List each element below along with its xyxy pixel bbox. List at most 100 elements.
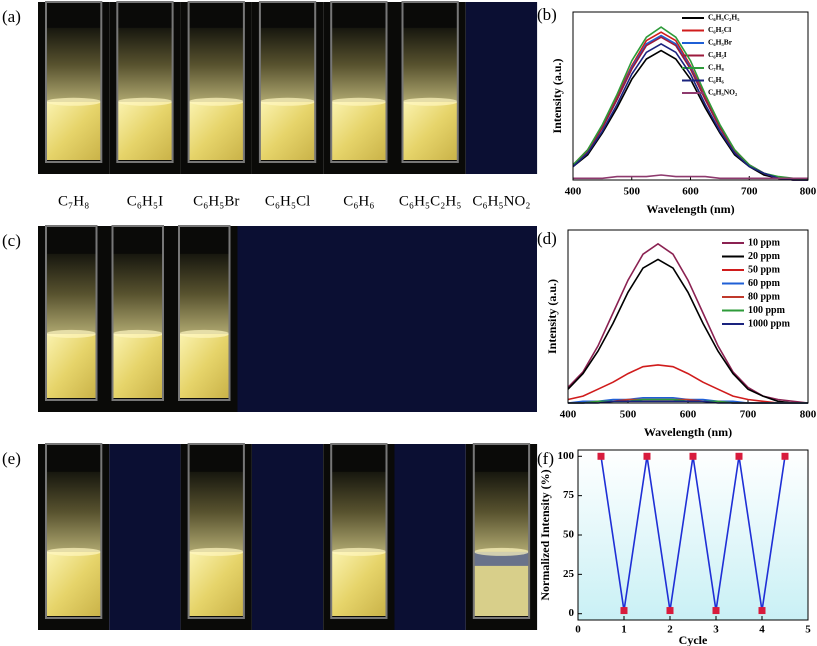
vial-glow — [179, 253, 230, 334]
vial-powder — [112, 333, 163, 398]
panel-label: (d) — [537, 229, 557, 248]
series-line — [567, 258, 808, 404]
vial-powder — [188, 101, 244, 160]
panel-label: (c) — [2, 231, 21, 250]
x-tick-label: 500 — [620, 409, 637, 421]
vial-powder — [179, 333, 230, 398]
vial-meniscus — [46, 97, 102, 106]
panel-label: (a) — [2, 7, 21, 26]
vial-glow — [188, 27, 244, 102]
vial-glass — [116, 1, 174, 163]
legend-label: C₆H₆ — [708, 75, 724, 84]
panel-label: (e) — [2, 449, 21, 468]
vial-meniscus — [188, 97, 244, 106]
plot-frame — [577, 449, 809, 621]
x-tick-label: 700 — [741, 186, 758, 198]
x-axis-title: Wavelength (nm) — [644, 425, 732, 439]
legend-label: C₆H₅NO₂ — [708, 88, 738, 97]
vial-glow — [259, 27, 316, 102]
series-line — [572, 42, 808, 181]
point-marker — [712, 607, 720, 615]
vial-glass — [45, 1, 103, 163]
vial-glass — [45, 225, 98, 401]
point-marker — [666, 607, 674, 615]
photo-slot — [465, 2, 538, 174]
x-tick-label: 3 — [713, 624, 719, 636]
vial-glow — [402, 27, 458, 102]
vial-powder — [402, 101, 458, 160]
vial-meniscus — [402, 97, 458, 106]
legend-label: 50 ppm — [748, 264, 781, 275]
point-marker — [781, 452, 789, 460]
point-marker — [758, 607, 766, 615]
y-axis-title: Normalized Intensity (%) — [538, 469, 552, 600]
vial-meniscus — [259, 97, 316, 106]
vial-powder — [188, 551, 244, 616]
vial-meniscus — [188, 547, 244, 556]
point-marker — [689, 452, 697, 460]
vial-glass — [187, 443, 245, 619]
vial-glow — [112, 253, 163, 334]
photo-caption: C₆H₅Cl — [265, 193, 310, 209]
vial-glass — [472, 443, 531, 619]
legend-label: 80 ppm — [748, 291, 781, 302]
x-tick-label: 2 — [667, 624, 673, 636]
x-tick-label: 800 — [800, 186, 817, 198]
vial-glow — [331, 27, 387, 102]
y-tick-label: 25 — [563, 568, 575, 580]
photo-caption: C₆H₅C₂H₅ — [399, 193, 462, 209]
x-tick-label: 700 — [740, 409, 757, 421]
legend-label: 100 ppm — [748, 305, 786, 316]
vial-powder — [46, 551, 102, 616]
y-tick-label: 100 — [558, 450, 575, 462]
x-axis-title: Wavelength (nm) — [646, 202, 734, 216]
vial-powder — [46, 101, 102, 160]
vial-meniscus — [46, 547, 102, 556]
vial-meniscus — [331, 97, 387, 106]
x-tick-label: 1 — [621, 624, 627, 636]
y-tick-label: 75 — [563, 489, 575, 501]
vial-glass — [258, 1, 317, 163]
vial-meniscus — [473, 547, 530, 556]
legend-label: 10 ppm — [748, 237, 781, 248]
vial-meniscus — [46, 329, 97, 338]
vial-tint — [473, 551, 530, 566]
legend-label: 20 ppm — [748, 251, 781, 262]
vial-powder — [117, 101, 173, 160]
y-axis-title: Intensity (a.u.) — [545, 279, 559, 354]
legend-label: 60 ppm — [748, 278, 781, 289]
vial-powder — [331, 551, 387, 616]
photo-caption: C₆H₆ — [343, 193, 374, 209]
plot-area — [573, 12, 808, 180]
vial-glow — [331, 471, 387, 552]
vial-powder — [331, 101, 387, 160]
x-tick-label: 800 — [800, 409, 817, 421]
y-tick-label: 50 — [563, 529, 575, 541]
plot-area — [578, 450, 808, 620]
vial-powder — [259, 101, 316, 160]
point-marker — [597, 452, 605, 460]
point-marker — [643, 452, 651, 460]
vial-glow — [46, 27, 102, 102]
legend-label: C₆H₅I — [708, 50, 727, 59]
vial-glass — [330, 1, 388, 163]
x-tick-label: 600 — [680, 409, 697, 421]
vial-glass — [111, 225, 164, 401]
series-line — [572, 49, 808, 181]
x-tick-label: 400 — [560, 409, 577, 421]
vial-meniscus — [117, 97, 173, 106]
vial-glass — [178, 225, 231, 401]
vial-glow — [473, 471, 530, 552]
legend-label: C₆H₅C₂H₅ — [708, 13, 740, 22]
photo-slot — [109, 444, 181, 630]
photo-caption: C₆H₅I — [127, 193, 163, 209]
x-tick-label: 500 — [624, 186, 641, 198]
photo-caption: C₆H₅NO₂ — [472, 193, 530, 209]
vial-glass — [187, 1, 245, 163]
point-marker — [620, 607, 628, 615]
panel-label: (b) — [537, 5, 557, 24]
series-line — [573, 174, 808, 180]
y-tick-label: 0 — [569, 607, 575, 619]
photo-slot — [251, 444, 324, 630]
